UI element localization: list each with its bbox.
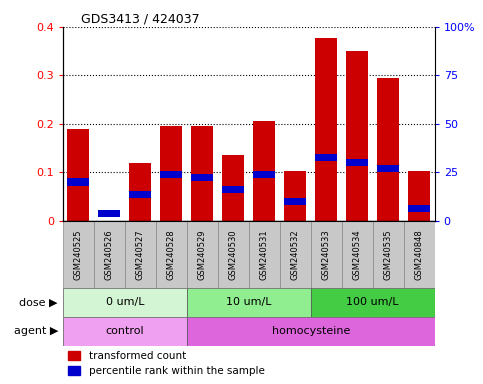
Text: 100 um/L: 100 um/L bbox=[346, 297, 399, 308]
Text: homocysteine: homocysteine bbox=[271, 326, 350, 336]
Text: GSM240535: GSM240535 bbox=[384, 229, 393, 280]
Text: GSM240529: GSM240529 bbox=[198, 229, 207, 280]
Text: GSM240527: GSM240527 bbox=[136, 229, 145, 280]
Bar bbox=[63, 317, 187, 346]
Bar bbox=[160, 126, 182, 221]
Bar bbox=[125, 221, 156, 288]
Text: 10 um/L: 10 um/L bbox=[226, 297, 271, 308]
Bar bbox=[346, 51, 368, 221]
Text: control: control bbox=[105, 326, 144, 336]
Bar bbox=[408, 171, 430, 221]
Text: GSM240531: GSM240531 bbox=[260, 229, 269, 280]
Text: GDS3413 / 424037: GDS3413 / 424037 bbox=[81, 13, 200, 26]
Bar bbox=[377, 78, 399, 221]
Text: GSM240532: GSM240532 bbox=[291, 229, 300, 280]
Bar bbox=[315, 38, 337, 221]
Text: GSM240534: GSM240534 bbox=[353, 229, 362, 280]
Bar bbox=[63, 288, 187, 317]
Text: GSM240528: GSM240528 bbox=[167, 229, 176, 280]
Bar bbox=[249, 221, 280, 288]
Bar bbox=[254, 121, 275, 221]
Bar bbox=[191, 126, 213, 221]
Bar bbox=[218, 221, 249, 288]
Bar bbox=[187, 221, 218, 288]
Bar bbox=[191, 174, 213, 181]
Bar bbox=[408, 205, 430, 212]
Bar bbox=[63, 221, 94, 288]
Bar bbox=[377, 165, 399, 172]
Bar bbox=[129, 163, 151, 221]
Bar bbox=[94, 221, 125, 288]
Bar bbox=[222, 156, 244, 221]
Bar bbox=[156, 221, 187, 288]
Bar bbox=[404, 221, 435, 288]
Text: dose ▶: dose ▶ bbox=[19, 297, 58, 308]
Bar bbox=[68, 179, 89, 185]
Bar bbox=[315, 154, 337, 161]
Text: GSM240526: GSM240526 bbox=[105, 229, 114, 280]
Bar bbox=[187, 317, 435, 346]
Bar bbox=[68, 129, 89, 221]
Bar bbox=[342, 221, 373, 288]
Bar bbox=[187, 288, 311, 317]
Text: 0 um/L: 0 um/L bbox=[105, 297, 144, 308]
Bar bbox=[311, 288, 435, 317]
Text: agent ▶: agent ▶ bbox=[14, 326, 58, 336]
Text: GSM240533: GSM240533 bbox=[322, 229, 331, 280]
Bar bbox=[346, 159, 368, 166]
Bar bbox=[160, 171, 182, 179]
Bar bbox=[311, 221, 342, 288]
Bar bbox=[284, 171, 306, 221]
Bar bbox=[373, 221, 404, 288]
Text: GSM240525: GSM240525 bbox=[74, 229, 83, 280]
Bar bbox=[129, 190, 151, 198]
Bar bbox=[280, 221, 311, 288]
Bar bbox=[222, 185, 244, 193]
Bar bbox=[254, 171, 275, 179]
Legend: transformed count, percentile rank within the sample: transformed count, percentile rank withi… bbox=[68, 351, 265, 376]
Text: GSM240848: GSM240848 bbox=[415, 229, 424, 280]
Bar bbox=[284, 198, 306, 205]
Bar bbox=[99, 210, 120, 217]
Text: GSM240530: GSM240530 bbox=[229, 229, 238, 280]
